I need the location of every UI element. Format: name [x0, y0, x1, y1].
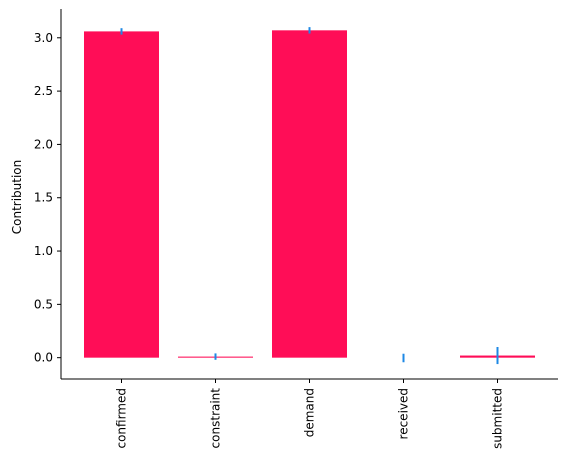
x-tick-label: received — [397, 388, 411, 439]
y-tick-label: 1.5 — [34, 191, 53, 205]
x-tick-label: submitted — [491, 388, 505, 449]
y-ticks: 0.0 0.5 1.0 1.5 2.0 2.5 3.0 — [34, 31, 61, 365]
x-tick-label: demand — [303, 388, 317, 437]
y-tick-label: 2.5 — [34, 84, 53, 98]
y-tick-label: 0.0 — [34, 351, 53, 365]
y-tick-label: 2.0 — [34, 137, 53, 151]
bars — [84, 30, 535, 358]
x-tick-label: constraint — [209, 388, 223, 449]
x-tick-label: confirmed — [115, 388, 129, 449]
error-bars — [120, 27, 499, 365]
x-ticks: confirmed constraint demand received submitt… — [115, 379, 505, 449]
y-tick-label: 3.0 — [34, 31, 53, 45]
bar — [272, 30, 347, 358]
y-tick-label: 1.0 — [34, 244, 53, 258]
y-tick-label: 0.5 — [34, 297, 53, 311]
y-axis-title: Contribution — [10, 160, 24, 235]
bar — [84, 31, 159, 358]
